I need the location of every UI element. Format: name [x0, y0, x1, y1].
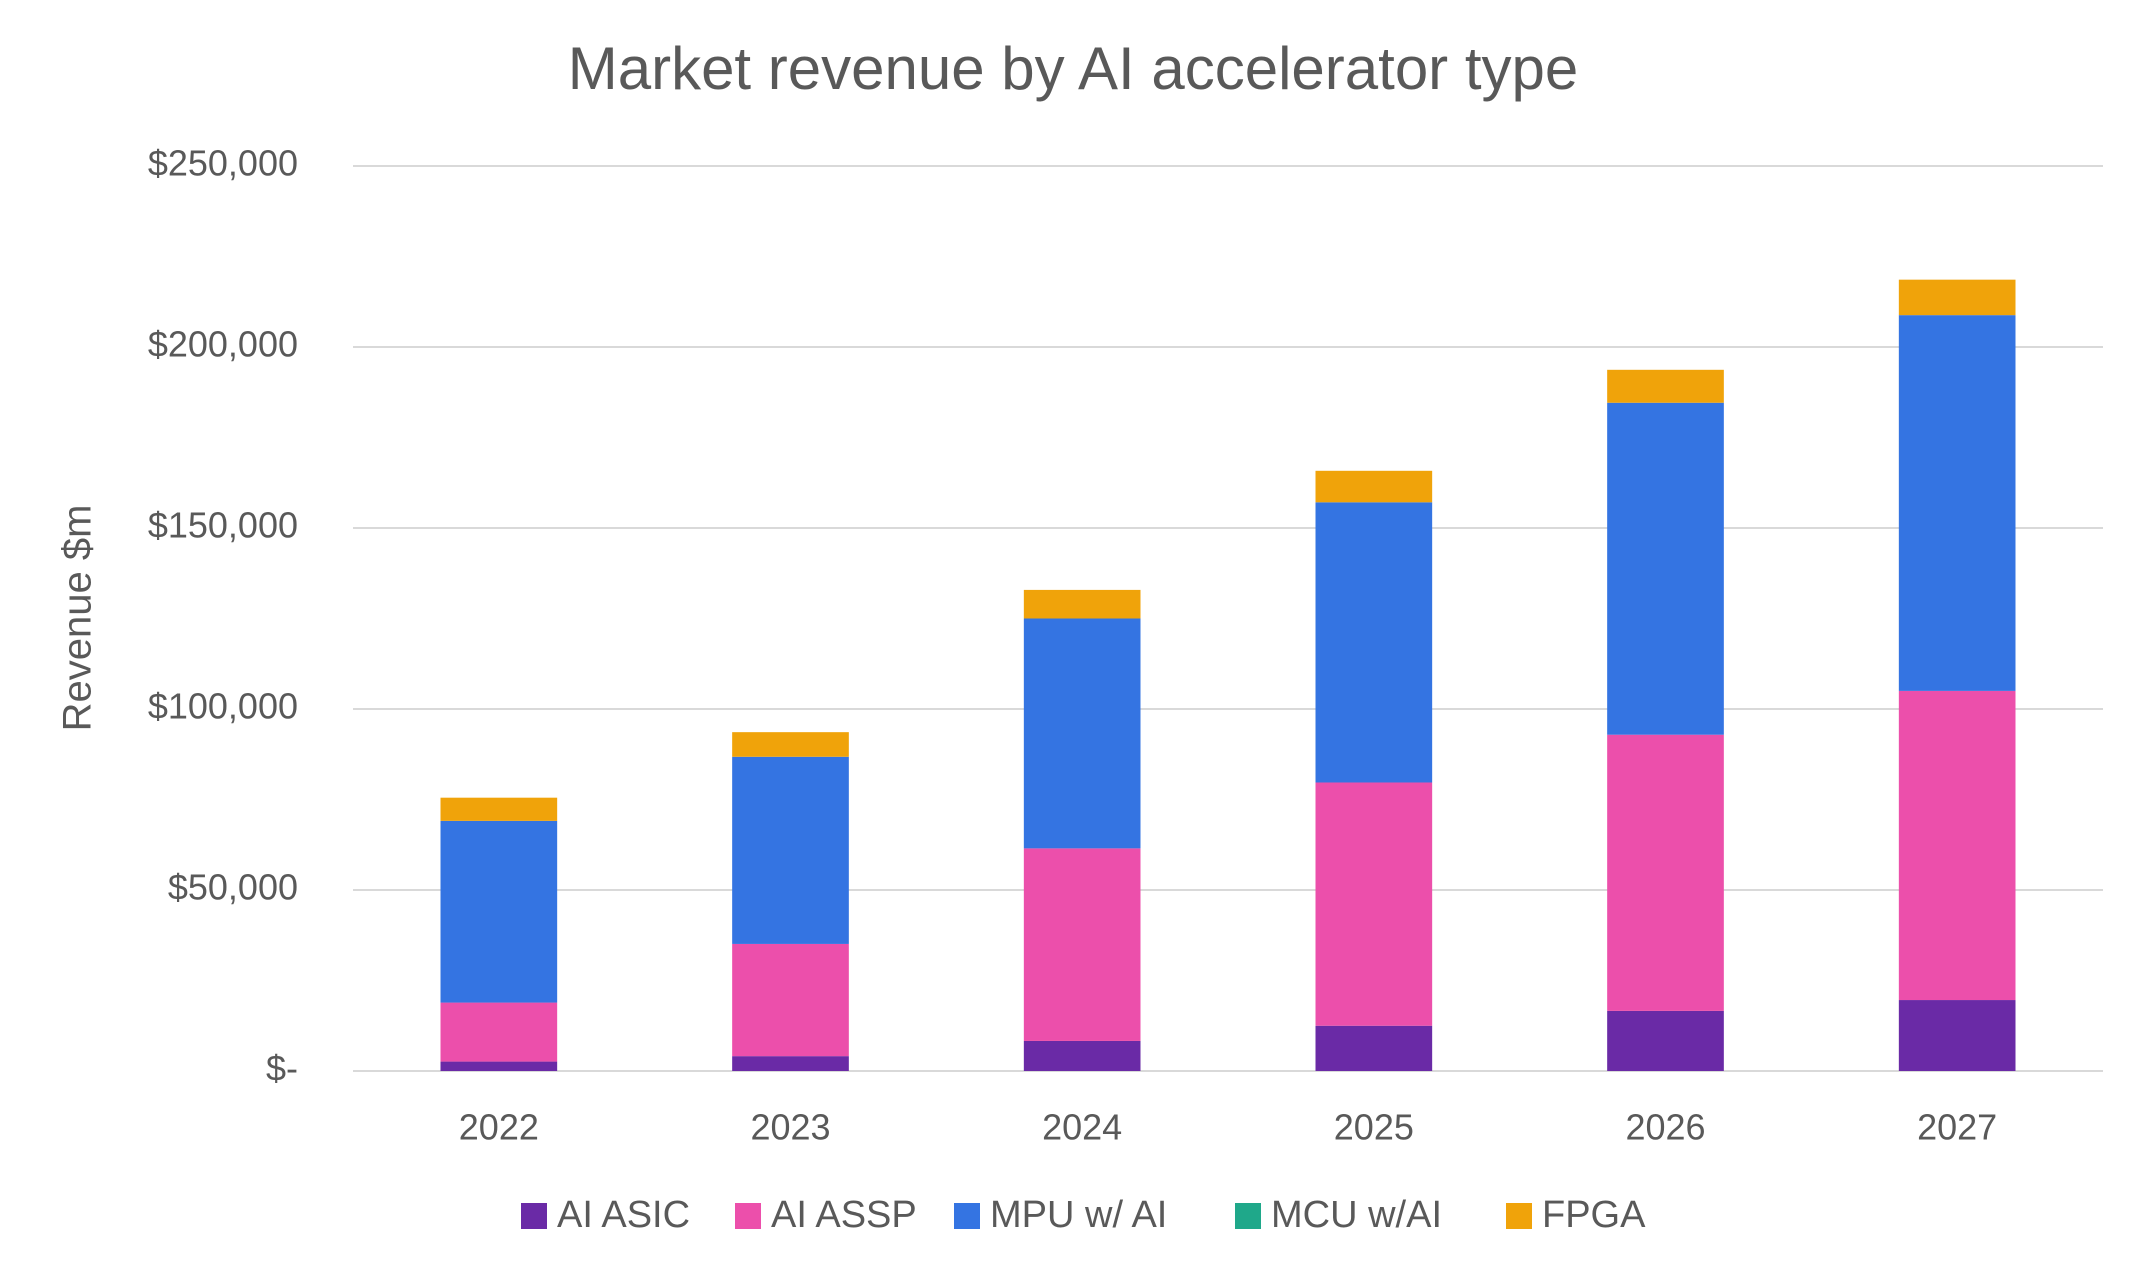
- bar-segment: [1898, 315, 2016, 691]
- bar-segment: [732, 732, 849, 757]
- x-tick-label: 2027: [1917, 1107, 1997, 1148]
- legend-label: FPGA: [1542, 1194, 1646, 1236]
- bar-segment: [1315, 502, 1433, 783]
- y-tick-label: $-: [266, 1048, 298, 1089]
- x-tick-label: 2022: [459, 1107, 539, 1148]
- legend-swatch: [1235, 1203, 1261, 1229]
- legend-label: MPU w/ AI: [990, 1194, 1167, 1236]
- bar-segment: [1898, 690, 2016, 1001]
- y-axis-label: Revenue $m: [56, 505, 100, 732]
- bar-segment: [732, 756, 849, 944]
- chart-title: Market revenue by AI accelerator type: [568, 35, 1579, 102]
- x-tick-label: 2023: [750, 1107, 830, 1148]
- legend-swatch: [521, 1203, 547, 1229]
- legend-swatch: [735, 1203, 761, 1229]
- x-tick-label: 2026: [1625, 1107, 1705, 1148]
- x-tick-label: 2025: [1334, 1107, 1414, 1148]
- legend-swatch: [1506, 1203, 1532, 1229]
- x-tick-label: 2024: [1042, 1107, 1122, 1148]
- bar-segment: [440, 1061, 558, 1071]
- bar-segment: [1607, 1010, 1724, 1071]
- bar-segment: [732, 943, 849, 1057]
- bar-segment: [1023, 848, 1141, 1041]
- bar-segment: [440, 797, 558, 821]
- y-tick-label: $250,000: [148, 143, 298, 184]
- bar-segment: [440, 1002, 558, 1062]
- legend-swatch: [954, 1203, 980, 1229]
- legend-label: AI ASSP: [771, 1194, 917, 1236]
- bar-segment: [440, 820, 558, 1003]
- bar-segment: [1023, 1040, 1141, 1071]
- bar-segment: [1607, 402, 1724, 735]
- bar-segment: [1023, 618, 1141, 849]
- bar-segment: [1315, 1025, 1433, 1071]
- bar-segment: [1898, 279, 2016, 316]
- y-tick-label: $50,000: [168, 867, 298, 908]
- bar-segment: [1315, 782, 1433, 1026]
- bar-segment: [1315, 470, 1433, 503]
- y-tick-label: $200,000: [148, 324, 298, 365]
- bar-segment: [1607, 734, 1724, 1011]
- bar-segment: [1898, 1000, 2016, 1071]
- legend-label: AI ASIC: [557, 1194, 690, 1236]
- legend-label: MCU w/AI: [1271, 1194, 1442, 1236]
- bar-segment: [1023, 589, 1141, 619]
- y-tick-label: $100,000: [148, 686, 298, 727]
- y-tick-label: $150,000: [148, 505, 298, 546]
- bar-segment: [732, 1056, 849, 1071]
- bar-segment: [1607, 369, 1724, 403]
